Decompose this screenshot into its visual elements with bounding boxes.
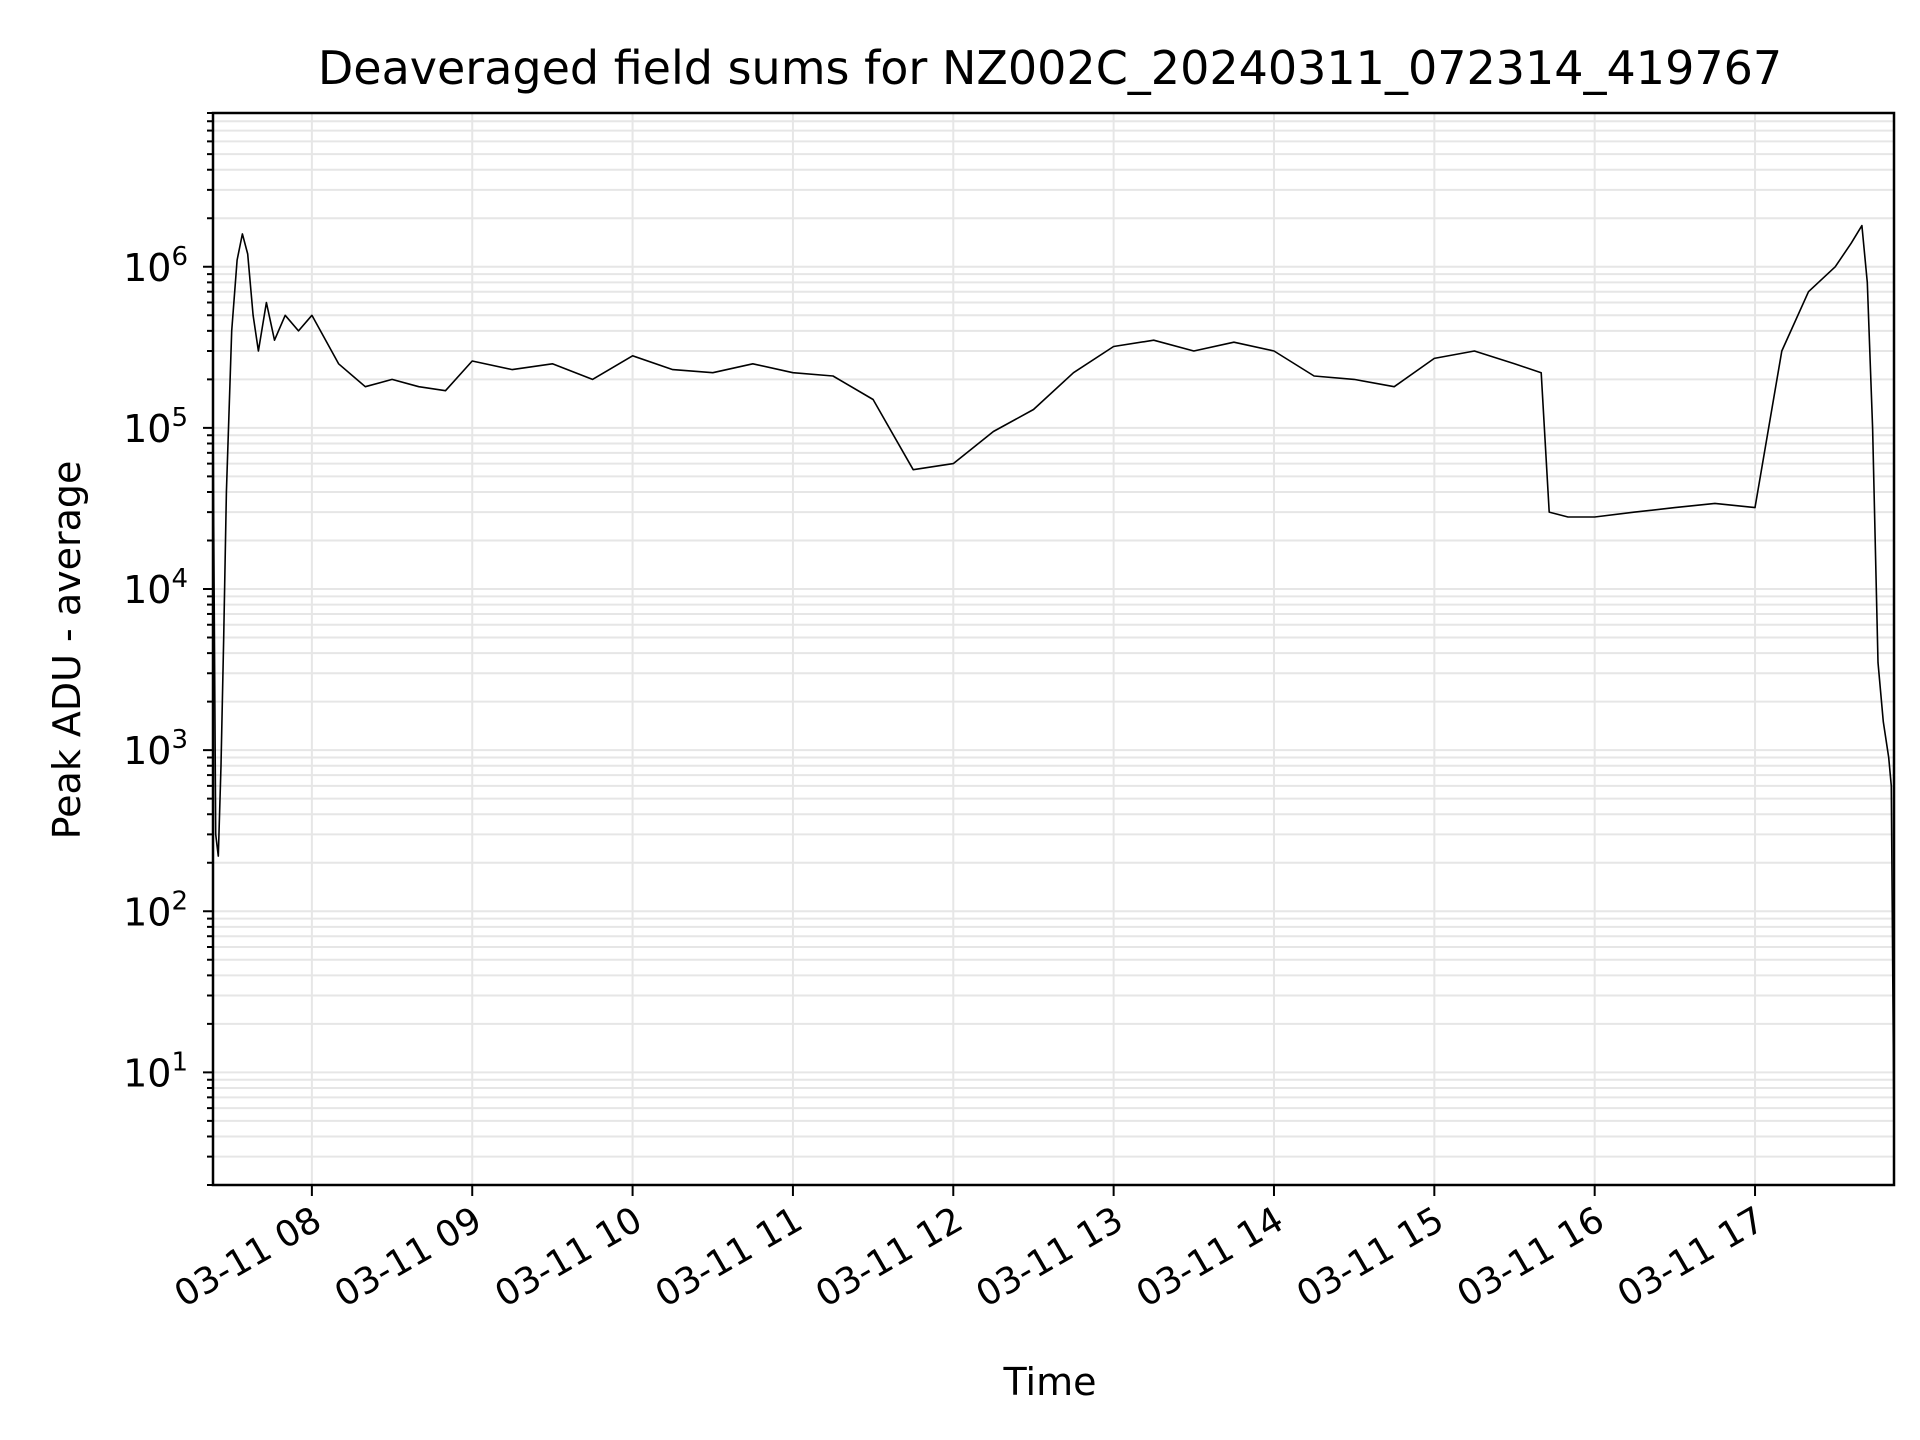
y-tick-label: 102: [123, 886, 188, 934]
x-axis-label: Time: [1003, 1360, 1097, 1404]
grid: [213, 112, 1894, 1186]
y-axis-ticks: 101 102 103 104 105 106: [123, 242, 213, 1095]
y-tick-label: 106: [123, 242, 188, 290]
y-tick-label: 104: [123, 564, 188, 612]
y-tick-label: 105: [123, 403, 188, 451]
chart-title: Deaveraged field sums for NZ002C_2024031…: [318, 41, 1782, 95]
y-tick-label: 101: [123, 1047, 188, 1095]
y-tick-label: 103: [123, 725, 188, 773]
y-axis-label: Peak ADU - average: [45, 461, 89, 840]
plot-frame: [211, 111, 1896, 1187]
series-line-0: [213, 224, 1894, 1137]
y-axis-minor-ticks: [207, 112, 213, 1186]
series-layer: [213, 224, 1894, 1137]
